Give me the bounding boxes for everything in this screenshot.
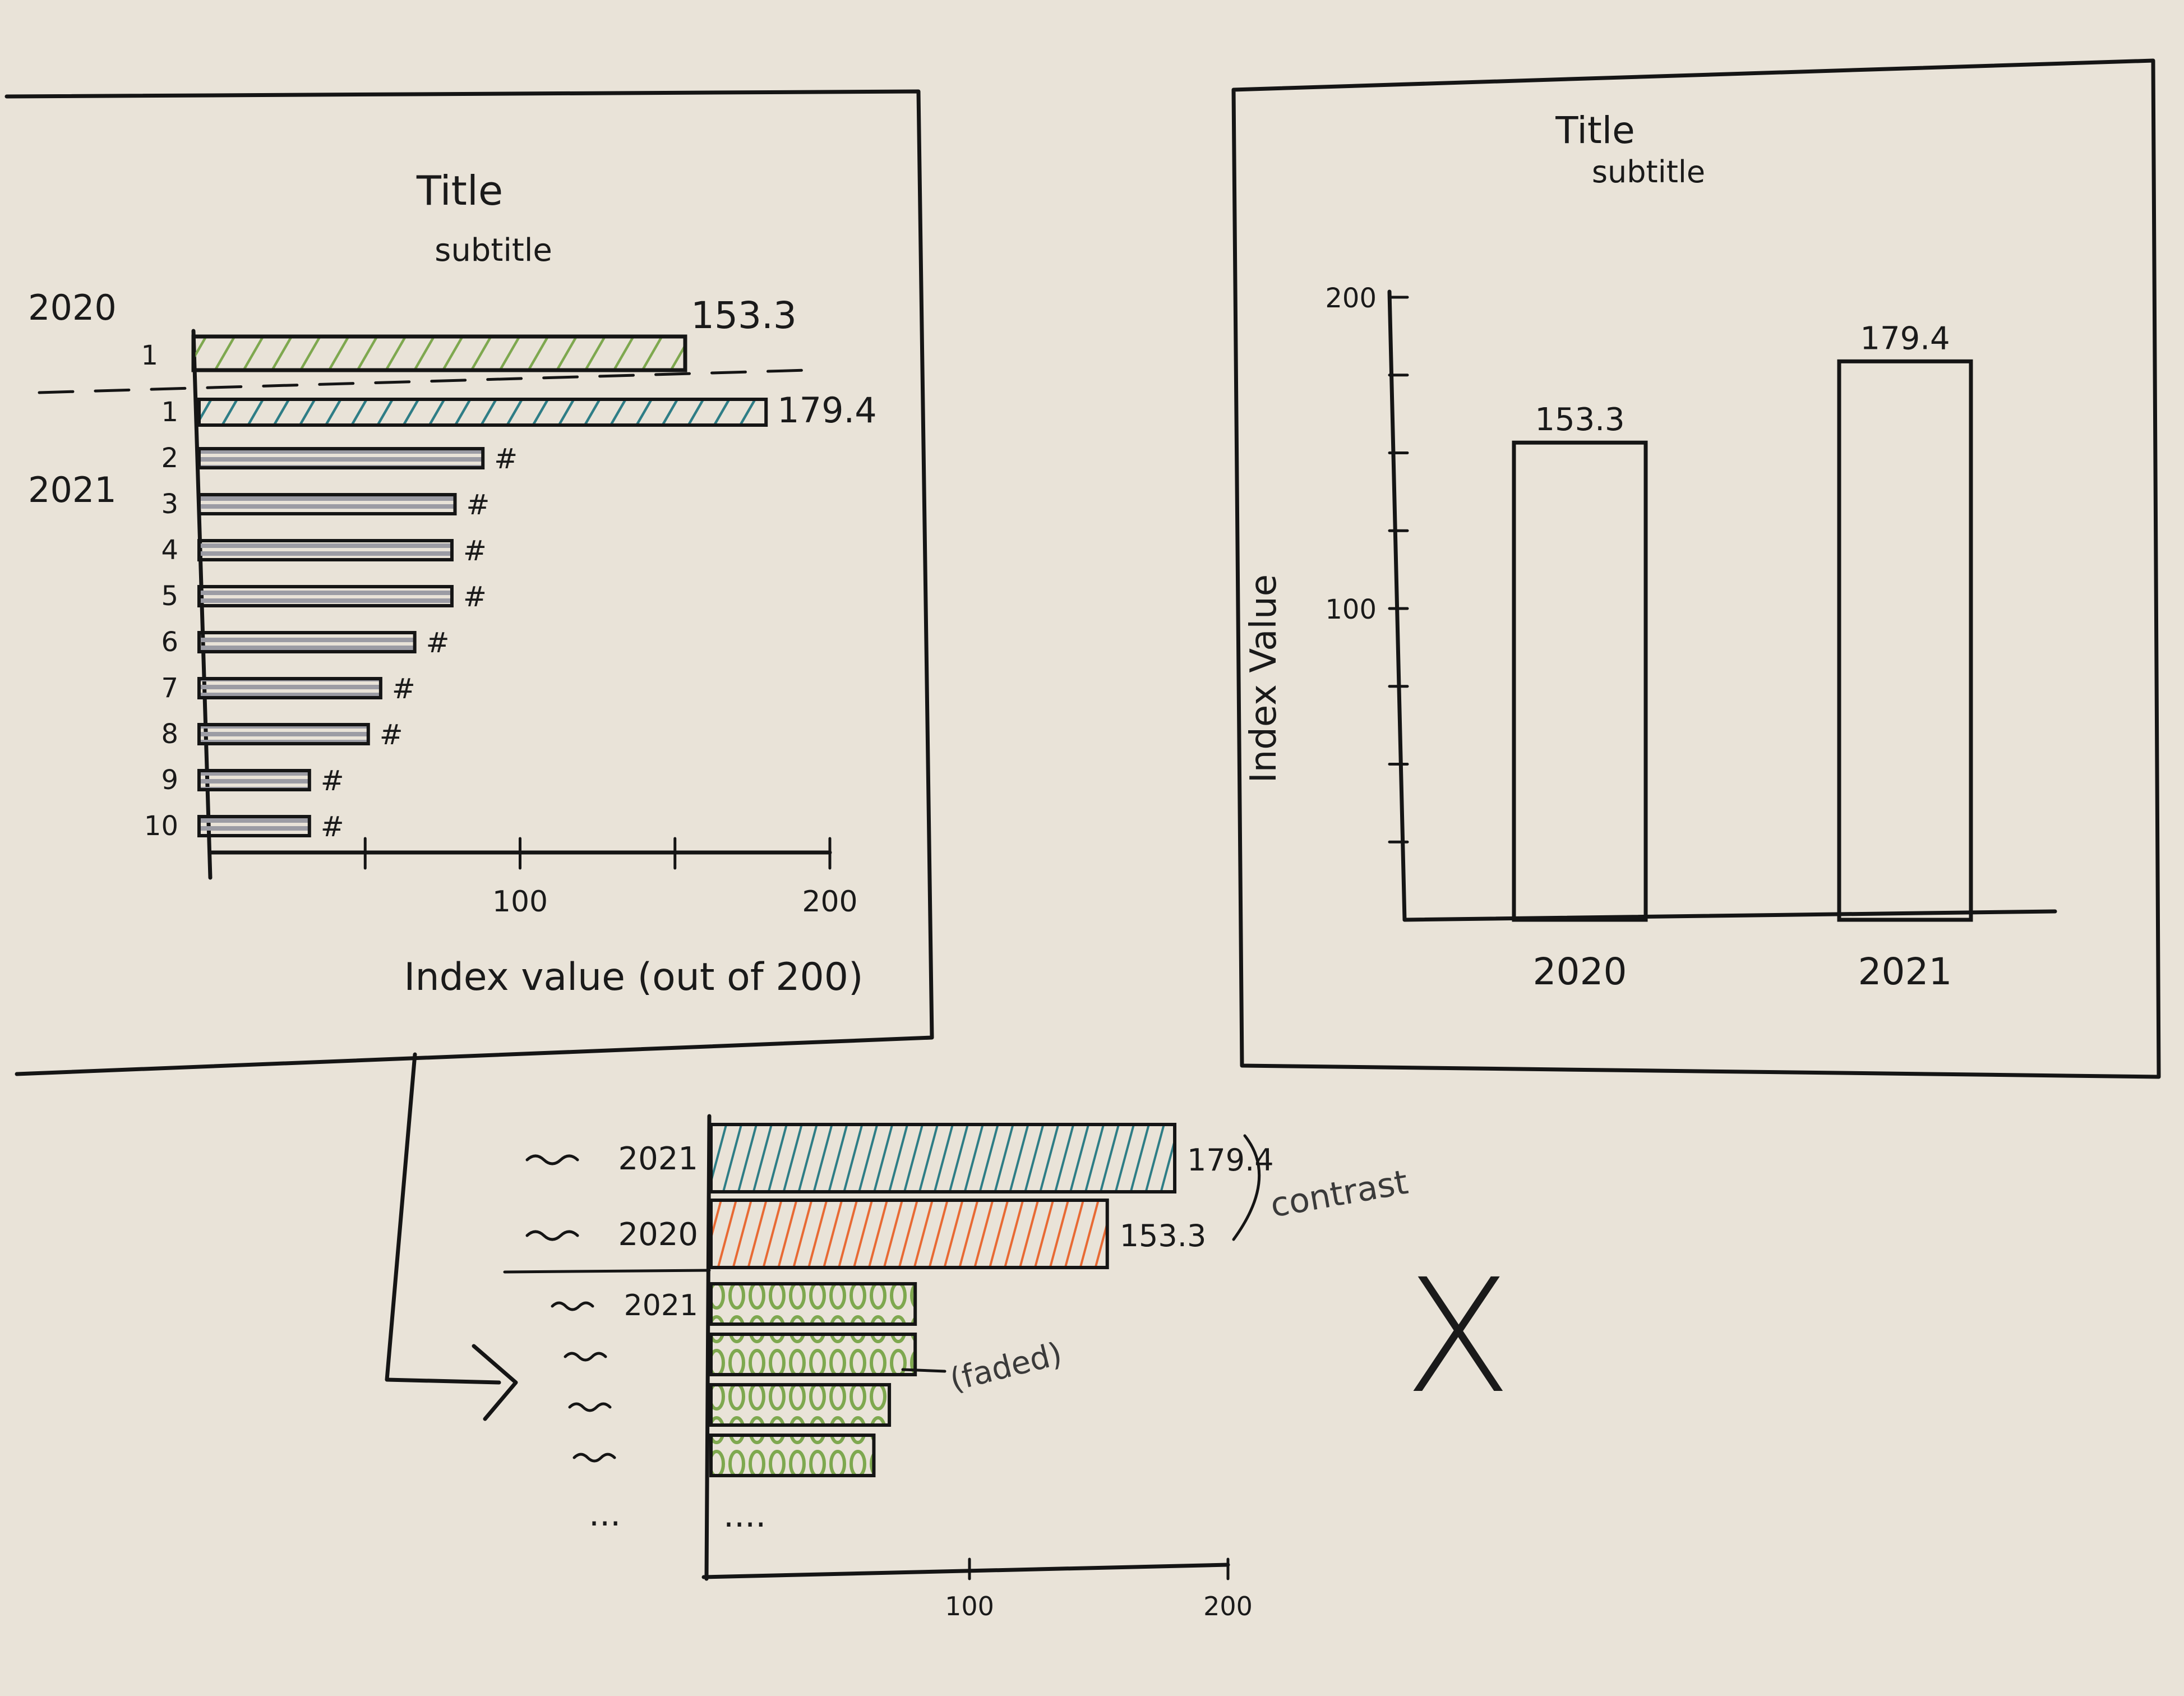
squiggle-name-faded-4 (572, 1453, 616, 1463)
panel2-frame (1231, 58, 2161, 1079)
highlight-bar-2020 (709, 1199, 1109, 1269)
value-label-2021-rank-7: # (392, 672, 415, 705)
value-label-2021: 179.4 (1860, 320, 1950, 357)
highlight-value-label-2020: 153.3 (1120, 1218, 1207, 1253)
bar-2020 (1512, 440, 1648, 922)
panel1-divider (38, 368, 809, 394)
annotation-contrast: contrast (1267, 1163, 1411, 1225)
panel-vertical-bars: Title subtitle 100 200 Index Value 153.3 2… (1231, 58, 2161, 1079)
panel1-top-group-label: 2020 (28, 287, 117, 328)
value-label-2020: 153.3 (691, 294, 797, 337)
reject-mark: X (1404, 1246, 1512, 1428)
value-label-2021-rank-2: # (494, 443, 518, 475)
value-label-2021-rank-9: # (321, 764, 344, 797)
bar-2021-rank-4 (197, 539, 454, 561)
panel3-continuation: .... (723, 1496, 766, 1535)
panel1-subtitle: subtitle (435, 232, 552, 269)
panel3-divider (503, 1269, 711, 1274)
rank-label-2021-1: 1 (161, 397, 178, 428)
highlight-label-2021: 2021 (618, 1141, 698, 1177)
bar-2021-rank-6 (197, 631, 417, 653)
bar-2021-rank-8 (197, 723, 370, 745)
faded-bar-2 (709, 1333, 917, 1376)
bar-2021-rank-7 (197, 677, 382, 699)
panel3-row-ellipsis: ... (589, 1495, 621, 1534)
faded-bar-4 (709, 1434, 876, 1477)
faded-group-label: 2021 (624, 1289, 698, 1322)
bar-2021-rank-2 (197, 447, 485, 469)
squiggle-name-faded-1 (551, 1301, 594, 1311)
panel2-tick-label-100: 100 (1325, 594, 1377, 625)
value-label-2021-rank-8: # (380, 718, 403, 751)
category-label-2020: 2020 (1533, 950, 1627, 993)
value-label-2021-rank-3: # (466, 488, 490, 521)
panel3-x-axis (701, 1563, 1230, 1579)
panel1-title: Title (416, 167, 503, 214)
contrast-brace (1232, 1134, 1261, 1241)
panel3-y-axis (704, 1114, 712, 1581)
squiggle-name-2020 (525, 1230, 579, 1241)
rank-label-2021-4: 4 (161, 534, 178, 566)
bar-2021-rank-10 (197, 815, 311, 837)
rank-label-2021-8: 8 (161, 718, 178, 750)
faded-bar-3 (709, 1383, 892, 1427)
panel3-tick-label-100: 100 (945, 1591, 994, 1621)
bar-2021-rank-5 (197, 585, 454, 607)
squiggle-name-faded-2 (564, 1352, 607, 1362)
bar-2021 (1837, 359, 1973, 922)
flow-arrow-line (385, 1052, 501, 1385)
panel2-y-axis (1387, 289, 1407, 922)
annotation-faded: (faded) (946, 1335, 1066, 1398)
rank-label-2021-3: 3 (161, 488, 178, 520)
highlight-label-2020: 2020 (618, 1216, 698, 1253)
flow-arrow-head (472, 1344, 518, 1421)
panel-ranked-bars: Title subtitle 2020 2021 1 153.3 1 179.4 2… (4, 89, 934, 1076)
panel1-tick-label-100: 100 (492, 885, 548, 919)
bar-2021-rank-3 (197, 493, 457, 515)
value-label-2021-rank-10: # (321, 810, 344, 843)
value-label-2020: 153.3 (1535, 402, 1624, 438)
squiggle-name-2021 (525, 1154, 579, 1165)
bar-2020-rank-1 (191, 334, 687, 372)
rank-label-2021-2: 2 (161, 443, 178, 474)
panel1-frame (4, 89, 934, 1076)
highlight-bar-2021 (709, 1123, 1177, 1193)
panel2-title: Title (1555, 109, 1634, 152)
value-label-2021-rank-6: # (426, 626, 450, 659)
rank-label-2021-7: 7 (161, 672, 178, 704)
panel1-top-rank: 1 (141, 340, 158, 371)
panel1-tick-label-200: 200 (802, 885, 857, 919)
panel1-x-axis-label: Index value (out of 200) (404, 955, 863, 999)
highlight-value-label-2021: 179.4 (1187, 1142, 1274, 1178)
rank-label-2021-10: 10 (144, 810, 178, 842)
bar-2021-rank-9 (197, 769, 311, 791)
panel3-tick-label-200: 200 (1203, 1591, 1253, 1621)
faded-bar-1 (709, 1282, 917, 1326)
value-label-2021-rank-4: # (463, 534, 487, 567)
panel-contrast-concept: 2021 179.4 2020 153.3 2021 100 200 contrast (… (385, 1052, 1411, 1621)
rank-label-2021-5: 5 (161, 580, 178, 612)
bar-2021-rank-1 (197, 398, 768, 427)
category-label-2021: 2021 (1858, 950, 1952, 993)
rank-label-2021-9: 9 (161, 764, 178, 796)
panel2-y-axis-label: Index Value (1243, 574, 1285, 783)
value-label-2021-rank-1: 179.4 (777, 390, 877, 431)
panel2-tick-label-200: 200 (1325, 283, 1377, 314)
value-label-2021-rank-5: # (463, 580, 487, 613)
faded-leader (901, 1368, 946, 1373)
panel1-lower-group-label: 2021 (28, 469, 117, 510)
rank-label-2021-6: 6 (161, 626, 178, 658)
panel2-subtitle: subtitle (1592, 154, 1705, 190)
squiggle-name-faded-3 (568, 1402, 612, 1412)
